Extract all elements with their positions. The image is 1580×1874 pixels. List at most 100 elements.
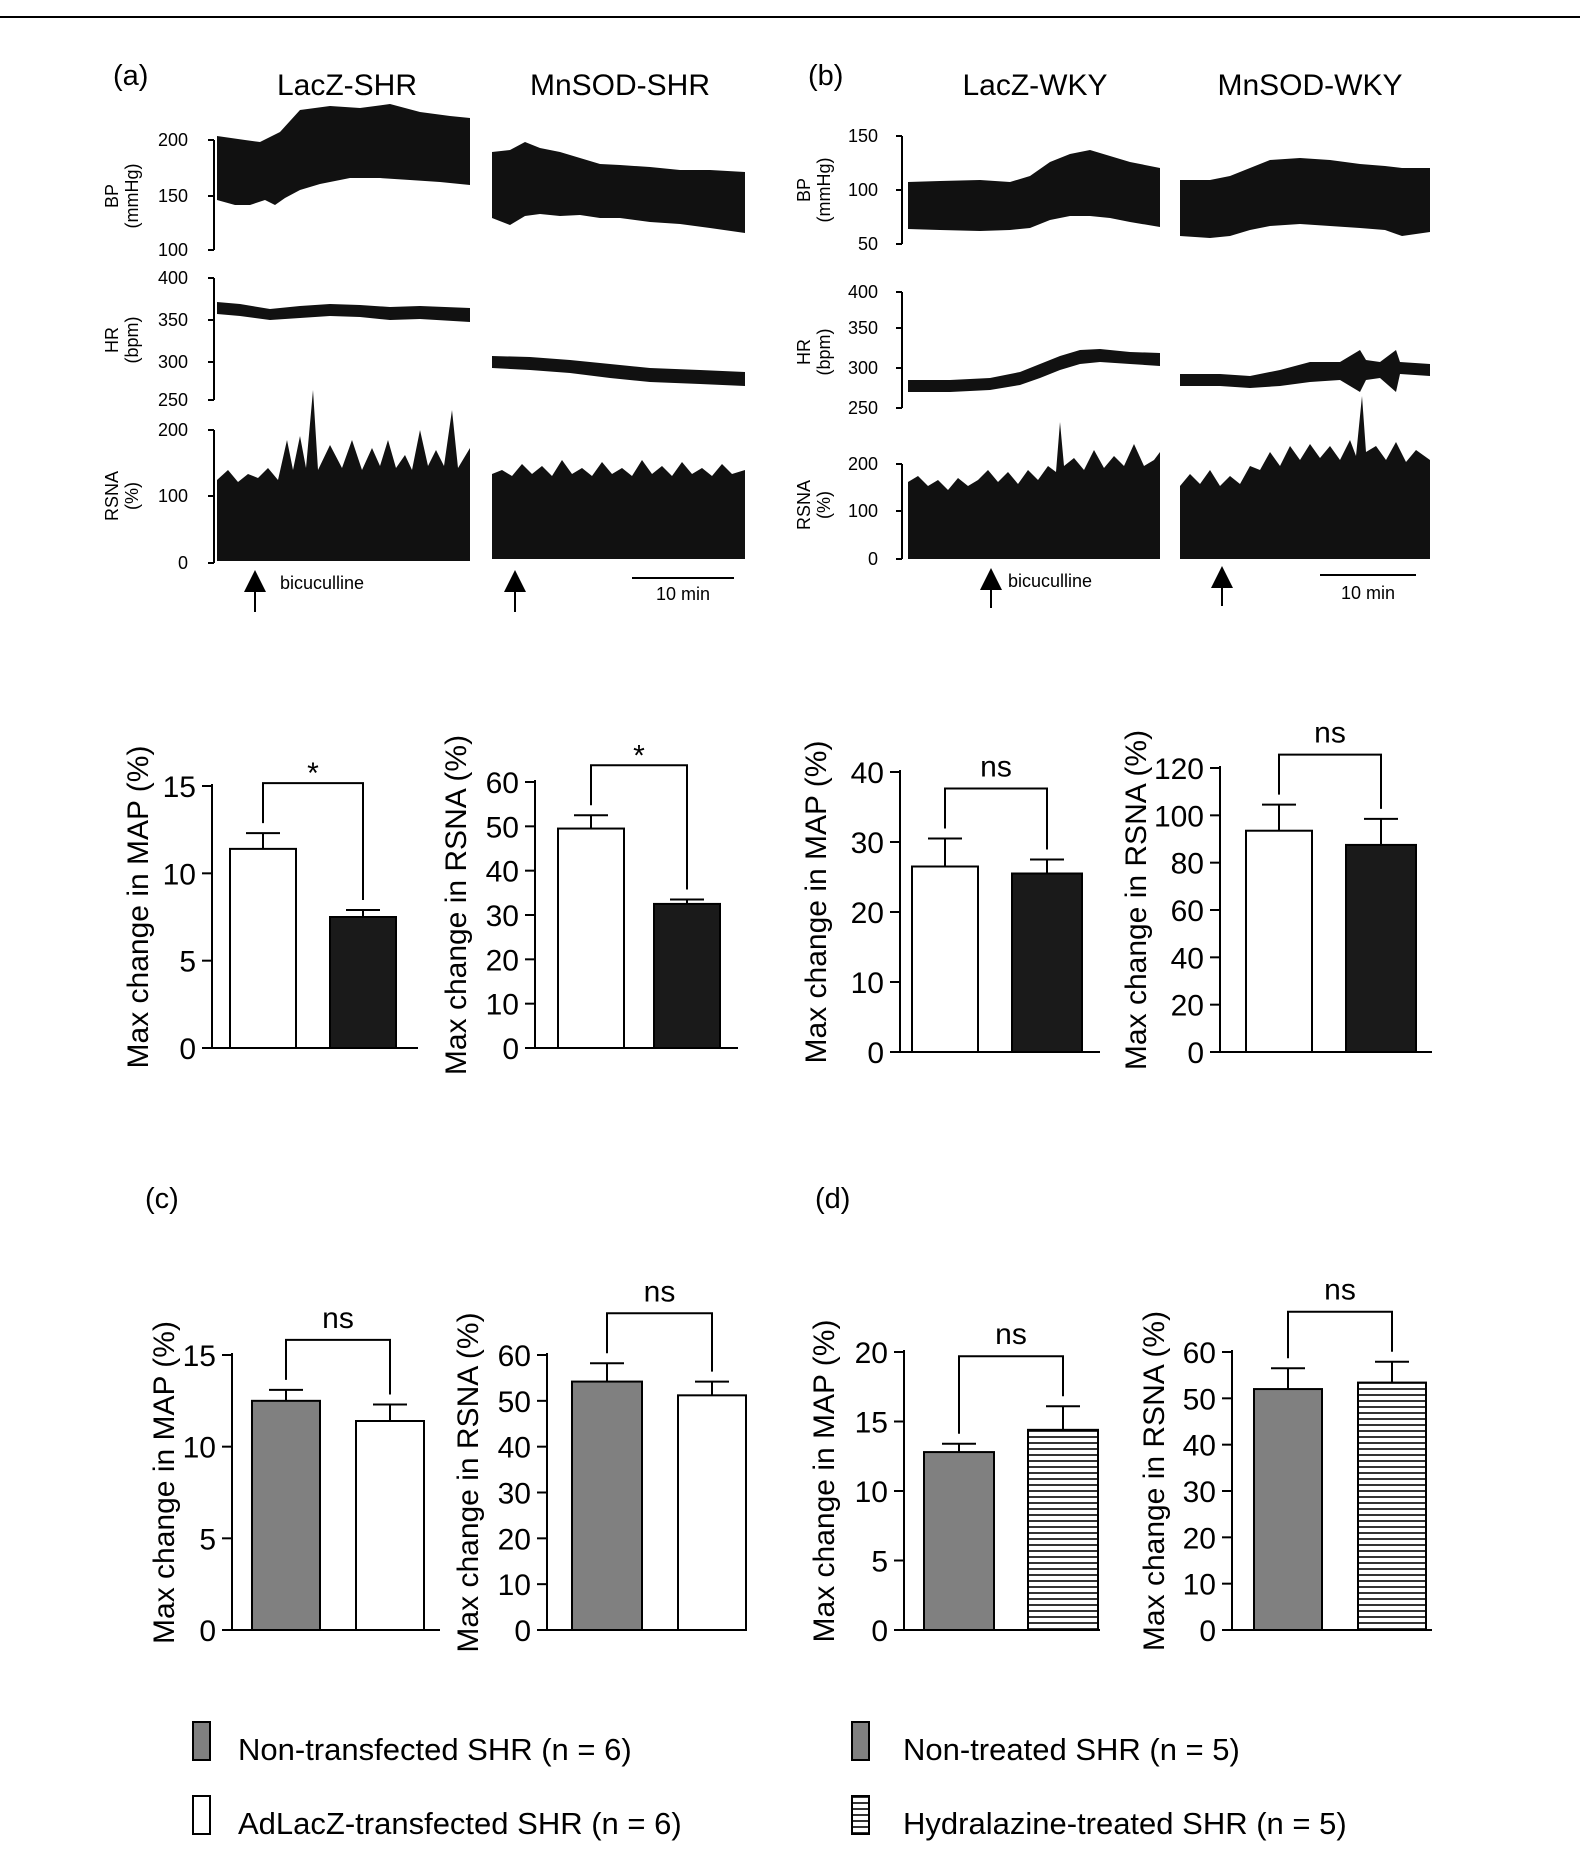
- y-tick-label: 50: [498, 1386, 531, 1419]
- legend-swatch-white: [192, 1795, 211, 1835]
- y-axis-label: Max change in RSNA (%): [440, 735, 473, 1075]
- y-tick-label: 30: [498, 1478, 531, 1511]
- drug-label-b: bicuculline: [1008, 571, 1092, 591]
- y-tick-label: 40: [851, 757, 884, 790]
- trace-title-lacz-wky: LacZ-WKY: [962, 69, 1107, 102]
- y-tick-label: 5: [871, 1546, 888, 1579]
- tick-b-bp-150: 150: [848, 126, 878, 146]
- tick-a-rsna-100: 100: [158, 486, 188, 506]
- significance-bracket: [958, 1355, 1064, 1434]
- bar-adlacz-transfected-shr: [677, 1394, 747, 1632]
- legend-swatch-gray: [192, 1721, 211, 1761]
- y-tick-label: 10: [163, 858, 196, 891]
- panel-label-c: (c): [145, 1183, 179, 1215]
- tick-a-hr-350: 350: [158, 310, 188, 330]
- trace-ticks-a: 200 150 100 400 350 300 250 200 100 0: [158, 130, 188, 573]
- tick-b-hr-350: 350: [848, 318, 878, 338]
- y-tick-label: 0: [871, 1615, 888, 1648]
- tick-a-rsna-0: 0: [178, 553, 188, 573]
- trace-axes-b: [896, 135, 903, 560]
- legend: Non-transfected SHR (n = 6) AdLacZ-trans…: [192, 1721, 1347, 1841]
- y-tick-label: 5: [199, 1523, 216, 1556]
- y-tick-label: 30: [1183, 1476, 1216, 1509]
- bar-chart-d_rsna: 0 10 20 30 40 50 60 Max change in RSNA (%) ns: [1138, 1274, 1432, 1651]
- arrow-up-icon: [1211, 566, 1233, 588]
- y-tick-label: 10: [1183, 1569, 1216, 1602]
- tick-b-rsna-100: 100: [848, 501, 878, 521]
- panel-label-a: (a): [113, 60, 148, 92]
- tick-a-rsna-200: 200: [158, 420, 188, 440]
- y-tick-label: 0: [179, 1033, 196, 1066]
- tick-a-hr-400: 400: [158, 268, 188, 288]
- bar-mnsod-wky: [1011, 872, 1083, 1053]
- y-tick-label: 30: [486, 900, 519, 933]
- arrow-up-icon: [980, 568, 1002, 590]
- y-tick-label: 100: [1154, 800, 1204, 833]
- y-tick-label: 20: [486, 944, 519, 977]
- ylabel-b-hr: HR: [794, 339, 814, 365]
- y-tick-label: 60: [1183, 1337, 1216, 1370]
- y-tick-label: 20: [851, 897, 884, 930]
- y-axis-label: Max change in RSNA (%): [1138, 1311, 1171, 1651]
- y-tick-label: 20: [855, 1337, 888, 1370]
- ylabel-a-hr: HR: [102, 327, 122, 353]
- trace-title-lacz-shr: LacZ-SHR: [277, 69, 417, 102]
- bar-mnsod-shr: [653, 902, 721, 1050]
- tick-a-hr-250: 250: [158, 390, 188, 410]
- y-tick-label: 120: [1154, 753, 1204, 786]
- significance-bracket: [606, 1312, 713, 1372]
- y-tick-label: 15: [855, 1407, 888, 1440]
- trace-ylabels-a: BP (mmHg) HR (bpm) RSNA (%): [102, 164, 142, 522]
- significance-label: ns: [322, 1302, 354, 1335]
- arrows-b: [980, 566, 1416, 608]
- trace-rsna-mnsod-wky: [1180, 396, 1430, 559]
- arrows-a: [244, 570, 734, 612]
- bar-lacz-wky: [1245, 829, 1313, 1054]
- bar-non-treated-shr: [1253, 1388, 1323, 1631]
- y-tick-label: 40: [1183, 1430, 1216, 1463]
- y-tick-label: 10: [486, 989, 519, 1022]
- y-axis-label: Max change in MAP (%): [122, 746, 155, 1069]
- trace-axes-a: [208, 139, 215, 564]
- y-tick-label: 50: [486, 811, 519, 844]
- legend-label-non-transfected: Non-transfected SHR (n = 6): [238, 1732, 632, 1767]
- bar-chart-c_rsna: 0 10 20 30 40 50 60 Max change in RSNA (%) ns: [452, 1275, 747, 1653]
- y-tick-label: 40: [1171, 942, 1204, 975]
- bar-chart-a_rsna: 0 10 20 30 40 50 60 Max change in RSNA (%) *: [440, 735, 738, 1075]
- y-tick-label: 0: [199, 1615, 216, 1648]
- significance-label: ns: [980, 751, 1012, 784]
- trace-bp-mnsod-shr: [492, 142, 745, 233]
- y-tick-label: 0: [1199, 1615, 1216, 1648]
- significance-bracket: [1278, 753, 1382, 809]
- trace-ticks-b: 150 100 50 400 350 300 250 200 100 0: [848, 126, 878, 569]
- trace-bp-lacz-wky: [908, 150, 1160, 231]
- y-axis-label: Max change in MAP (%): [148, 1321, 181, 1644]
- scale-bar-label-b: 10 min: [1341, 583, 1395, 603]
- trace-rsna-mnsod-shr: [492, 460, 745, 559]
- y-tick-label: 0: [1187, 1037, 1204, 1070]
- panel-label-b: (b): [808, 60, 843, 92]
- trace-hr-mnsod-shr: [492, 356, 745, 386]
- y-tick-label: 20: [1183, 1522, 1216, 1555]
- y-tick-label: 0: [867, 1037, 884, 1070]
- trace-rsna-lacz-shr: [217, 390, 470, 561]
- tick-b-rsna-200: 200: [848, 454, 878, 474]
- significance-bracket: [944, 787, 1048, 850]
- bar-chart-b_map: 0 10 20 30 40 Max change in MAP (%) ns: [800, 741, 1100, 1070]
- trace-hr-lacz-shr: [217, 302, 470, 322]
- legend-swatch-hatched: [851, 1795, 870, 1835]
- scale-bar-label-a: 10 min: [656, 584, 710, 604]
- bar-non-transfected-shr: [571, 1380, 643, 1632]
- ylabel-b-rsna-unit: (%): [814, 491, 834, 519]
- ylabel-a-bp: BP: [102, 184, 122, 208]
- y-tick-label: 15: [163, 771, 196, 804]
- significance-label: ns: [1324, 1274, 1356, 1307]
- tick-b-hr-400: 400: [848, 282, 878, 302]
- y-tick-label: 30: [851, 827, 884, 860]
- significance-label: *: [633, 739, 645, 772]
- y-axis-label: Max change in RSNA (%): [1120, 730, 1153, 1070]
- y-tick-label: 50: [1183, 1383, 1216, 1416]
